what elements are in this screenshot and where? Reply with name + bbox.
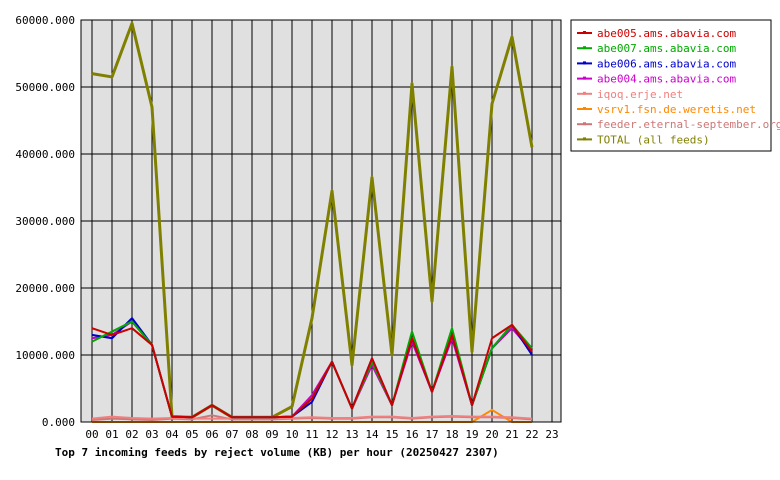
x-tick-label: 15: [385, 428, 398, 441]
x-tick-label: 03: [145, 428, 158, 441]
x-tick-label: 19: [465, 428, 478, 441]
x-tick-label: 21: [505, 428, 518, 441]
legend: abe005.ams.abavia.com abe007.ams.abavia.c…: [570, 19, 780, 152]
legend-marker: [583, 46, 586, 50]
chart-title: Top 7 incoming feeds by reject volume (K…: [55, 446, 499, 459]
legend-marker: [583, 61, 586, 65]
x-tick-label: 11: [305, 428, 318, 441]
series-line: [91, 21, 534, 419]
plot-border: [80, 19, 562, 423]
x-tick-label: 14: [365, 428, 379, 441]
y-tick-label: 20000.000: [15, 282, 75, 295]
legend-box: [570, 19, 772, 152]
x-tick-label: 05: [185, 428, 198, 441]
x-tick-label: 06: [205, 428, 218, 441]
legend-marker: [583, 107, 586, 110]
y-tick-label: 50000.000: [15, 81, 75, 94]
legend-label: abe005.ams.abavia.com: [597, 27, 736, 40]
x-tick-label: 12: [325, 428, 338, 441]
y-tick-label: 30000.000: [15, 215, 75, 228]
x-tick-label: 23: [545, 428, 558, 441]
x-tick-label: 09: [265, 428, 278, 441]
x-tick-labels: 00 01 02 03 04 05 06 07 08 09 10 11 12 13 14 15 16 17 18 19…: [85, 428, 558, 441]
y-tick-label: 10000.000: [15, 349, 75, 362]
legend-label: TOTAL (all feeds): [597, 133, 710, 146]
x-tick-label: 02: [125, 428, 138, 441]
legend-label: iqoq.erje.net: [597, 88, 683, 101]
x-tick-label: 10: [285, 428, 298, 441]
legend-items: abe005.ams.abavia.com abe007.ams.abavia.c…: [577, 27, 780, 146]
legend-marker: [583, 91, 586, 95]
grid: [81, 20, 561, 422]
x-tick-label: 16: [405, 428, 418, 441]
y-tick-label: 60000.000: [15, 14, 75, 27]
series-lines: [91, 21, 534, 423]
legend-label: abe006.ams.abavia.com: [597, 57, 736, 70]
x-tick-label: 17: [425, 428, 438, 441]
x-tick-label: 20: [485, 428, 498, 441]
legend-marker: [583, 122, 586, 126]
x-tick-label: 22: [525, 428, 538, 441]
x-tick-label: 04: [165, 428, 179, 441]
legend-label: vsrv1.fsn.de.weretis.net: [597, 103, 756, 116]
series-line: [91, 323, 533, 419]
legend-label: abe004.ams.abavia.com: [597, 73, 736, 86]
legend-label: feeder.eternal-september.org: [597, 118, 780, 131]
x-tick-label: 01: [105, 428, 118, 441]
legend-marker: [583, 76, 586, 80]
x-tick-label: 08: [245, 428, 258, 441]
series-line: [91, 414, 533, 420]
x-tick-label: 00: [85, 428, 98, 441]
x-tick-label: 18: [445, 428, 458, 441]
y-tick-label: 40000.000: [15, 148, 75, 161]
legend-marker: [583, 137, 586, 141]
legend-marker: [583, 31, 586, 34]
y-tick-labels: 0.000 10000.000 20000.000 30000.000 40000.00…: [15, 14, 75, 429]
legend-label: abe007.ams.abavia.com: [597, 42, 736, 55]
x-tick-label: 13: [345, 428, 358, 441]
y-tick-label: 0.000: [42, 416, 75, 429]
x-tick-label: 07: [225, 428, 238, 441]
